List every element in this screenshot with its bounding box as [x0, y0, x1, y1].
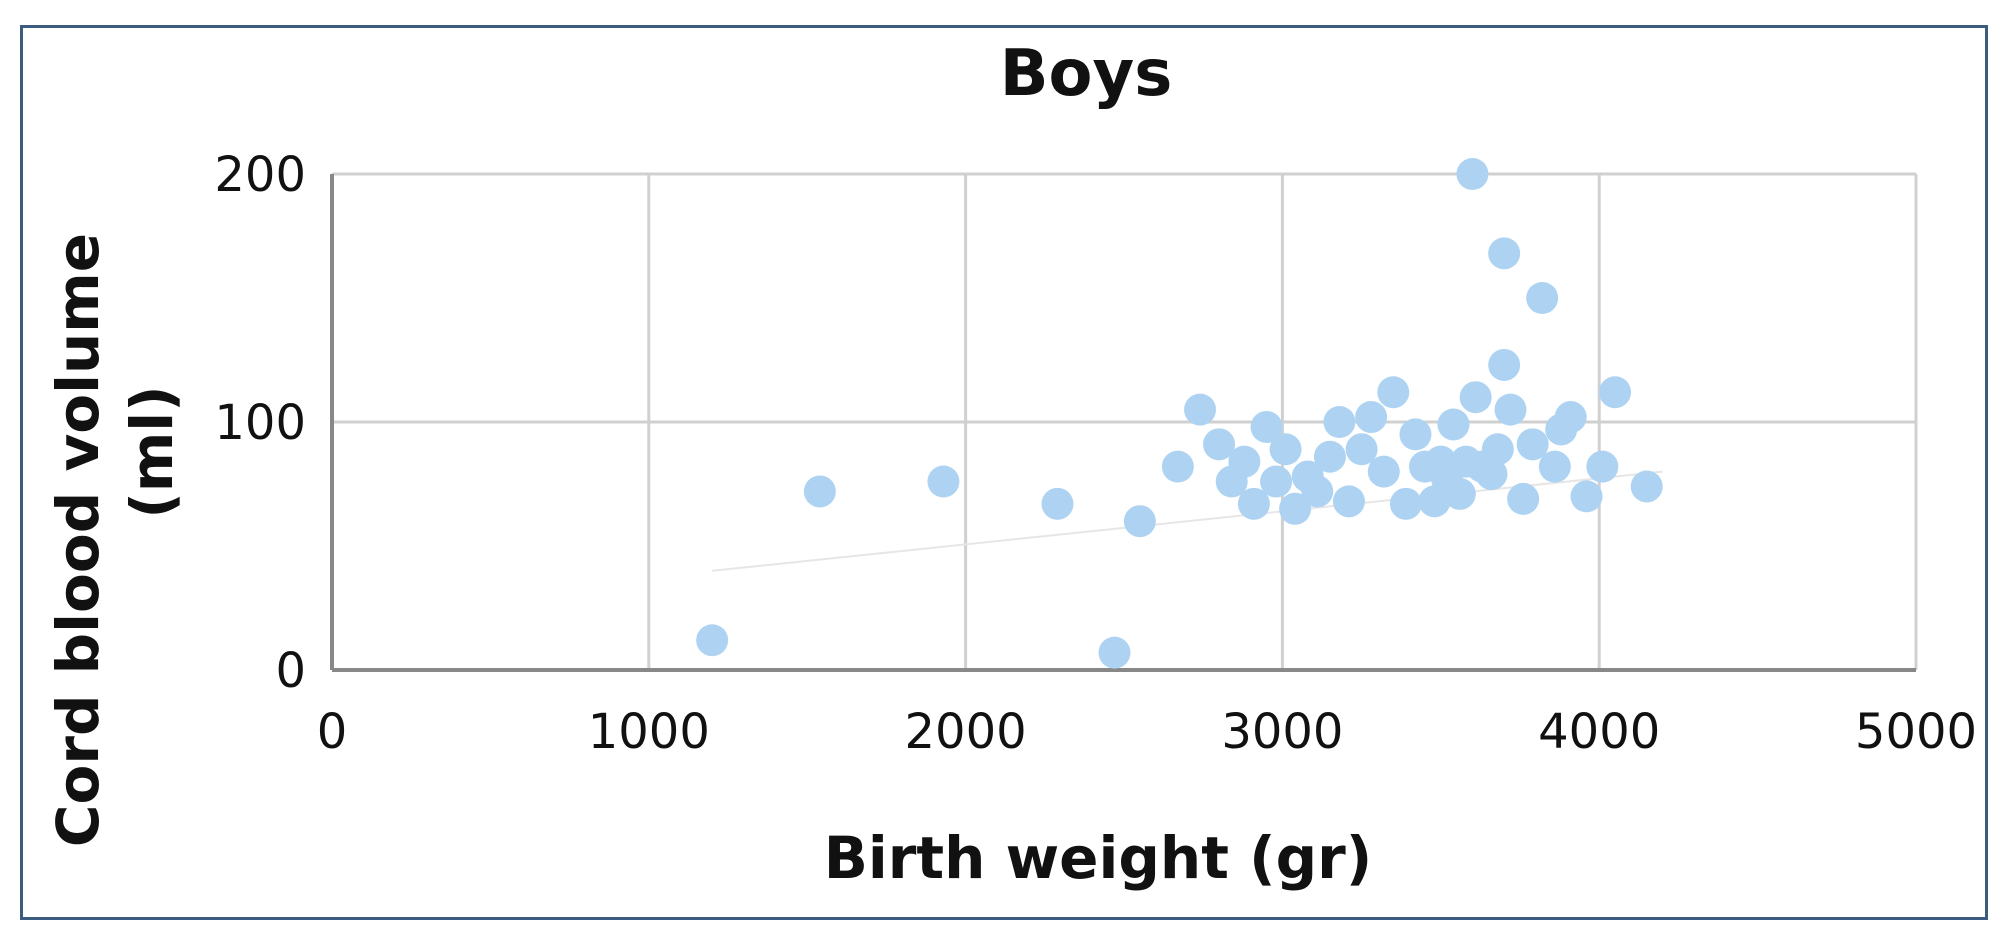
- x-axis-title: Birth weight (gr): [824, 824, 1373, 892]
- data-point: [1481, 433, 1514, 466]
- y-axis-title: Cord blood volume (ml): [44, 233, 186, 847]
- data-point: [1041, 487, 1074, 520]
- data-point: [1279, 492, 1312, 525]
- data-point: [1313, 440, 1346, 473]
- data-point: [1630, 470, 1663, 503]
- y-tick-label: 100: [214, 395, 306, 451]
- x-tick-label: 3000: [1221, 704, 1343, 760]
- tick-labels: 0 1000 2000 3000 4000 5000 0 100 200: [214, 147, 1977, 760]
- data-point: [803, 475, 836, 508]
- data-point: [1250, 410, 1283, 443]
- x-tick-label: 0: [317, 704, 348, 760]
- data-point: [1538, 450, 1571, 483]
- data-point: [1488, 237, 1521, 270]
- data-point: [927, 465, 960, 498]
- data-point: [1367, 455, 1400, 488]
- data-point: [1355, 401, 1388, 434]
- data-point: [1345, 433, 1378, 466]
- data-point: [1237, 487, 1270, 520]
- data-point: [1323, 406, 1356, 438]
- data-point: [1399, 418, 1432, 451]
- x-tick-label: 5000: [1855, 704, 1977, 760]
- data-point: [1554, 401, 1587, 434]
- data-point: [1586, 450, 1619, 483]
- x-tick-label: 2000: [905, 704, 1027, 760]
- data-point: [1123, 505, 1156, 538]
- data-point: [1377, 376, 1410, 409]
- data-point: [1494, 393, 1527, 426]
- data-point: [1269, 433, 1302, 466]
- data-point: [1260, 465, 1293, 498]
- data-point: [1389, 487, 1422, 520]
- x-tick-label: 1000: [588, 704, 710, 760]
- data-point: [1456, 158, 1489, 190]
- data-point: [1437, 408, 1470, 441]
- data-point: [1228, 445, 1261, 478]
- x-tick-label: 4000: [1538, 704, 1660, 760]
- data-point: [1332, 485, 1365, 518]
- data-point: [1475, 458, 1508, 491]
- data-point: [1516, 428, 1549, 461]
- data-point: [1488, 348, 1521, 381]
- data-point: [1570, 480, 1603, 513]
- axes: [330, 174, 1916, 672]
- y-tick-label: 200: [214, 147, 306, 203]
- data-point: [696, 624, 729, 657]
- data-point: [1526, 282, 1559, 314]
- data-point: [1098, 636, 1131, 669]
- data-point: [1507, 482, 1540, 515]
- y-axis-title-line-2: (ml): [118, 385, 186, 518]
- data-points: [696, 158, 1663, 669]
- trendline-line: [712, 470, 1663, 572]
- y-tick-label: 0: [275, 643, 306, 699]
- y-axis-title-line-1: Cord blood volume: [44, 233, 112, 847]
- data-point: [1459, 381, 1492, 414]
- data-point: [1161, 450, 1194, 483]
- data-point: [1443, 477, 1476, 510]
- data-point: [1599, 376, 1632, 409]
- data-point: [1203, 428, 1236, 461]
- trendline: [712, 470, 1663, 572]
- chart-title: Boys: [1000, 37, 1173, 111]
- data-point: [1301, 475, 1334, 508]
- grid: [332, 172, 1918, 670]
- data-point: [1184, 393, 1217, 426]
